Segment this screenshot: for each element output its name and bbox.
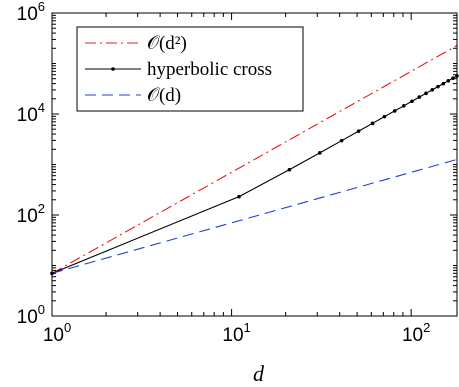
x-tick-label-base: 10 (43, 325, 64, 346)
legend-label: 𝒪(d²) (147, 33, 187, 54)
y-tick-label-base: 10 (17, 4, 38, 25)
y-tick-label-exponent: 2 (38, 201, 45, 216)
series-point-hyperbolic-cross (402, 104, 406, 108)
y-tick-label-exponent: 0 (38, 302, 45, 317)
y-tick-label: 102 (17, 201, 45, 227)
series-point-hyperbolic-cross (417, 95, 422, 99)
x-tick-label-base: 10 (402, 325, 423, 346)
y-tick-label: 104 (17, 100, 45, 126)
x-axis-label: d (253, 361, 265, 386)
y-tick-label-exponent: 4 (38, 100, 45, 115)
x-tick-label-exponent: 1 (244, 320, 251, 335)
y-tick-label-base: 10 (17, 206, 38, 227)
series-point-hyperbolic-cross (441, 81, 446, 86)
series-point-hyperbolic-cross (237, 194, 241, 199)
x-tick-label-base: 10 (222, 325, 243, 346)
x-tick-label: 100 (43, 320, 71, 346)
series-point-hyperbolic-cross (339, 138, 344, 143)
series-point-hyperbolic-cross (318, 151, 322, 155)
series-point-hyperbolic-cross (436, 84, 440, 89)
series-point-hyperbolic-cross (356, 129, 361, 133)
x-tick-label-exponent: 0 (64, 320, 71, 335)
legend: 𝒪(d²) hyperbolic cross 𝒪(d) (76, 26, 304, 112)
y-tick-label: 100 (17, 302, 45, 328)
y-tick-label-exponent: 6 (38, 0, 45, 14)
series-point-hyperbolic-cross (392, 109, 397, 113)
x-tick-label: 102 (402, 320, 430, 346)
axis-ticks (51, 12, 457, 317)
series-markers (50, 74, 459, 276)
y-tick-label: 106 (17, 0, 45, 25)
plot-frame (51, 12, 458, 317)
series-line-o-d (52, 45, 457, 274)
y-tick-label-base: 10 (17, 307, 38, 328)
series-line-o-d (52, 158, 457, 274)
series-point-hyperbolic-cross (382, 114, 387, 119)
series-point-hyperbolic-cross (446, 79, 451, 83)
x-tick-label: 101 (222, 320, 250, 346)
legend-marker (111, 67, 115, 71)
series-point-hyperbolic-cross (451, 76, 455, 80)
series-point-hyperbolic-cross (430, 88, 435, 92)
series-point-hyperbolic-cross (424, 91, 428, 96)
series-point-hyperbolic-cross (370, 121, 375, 126)
y-tick-label-base: 10 (17, 105, 38, 126)
series-point-hyperbolic-cross (410, 99, 414, 104)
legend-label: 𝒪(d) (147, 85, 181, 106)
series-point-hyperbolic-cross (287, 167, 292, 172)
legend-label: hyperbolic cross (147, 59, 272, 80)
x-tick-label-exponent: 2 (423, 320, 430, 335)
